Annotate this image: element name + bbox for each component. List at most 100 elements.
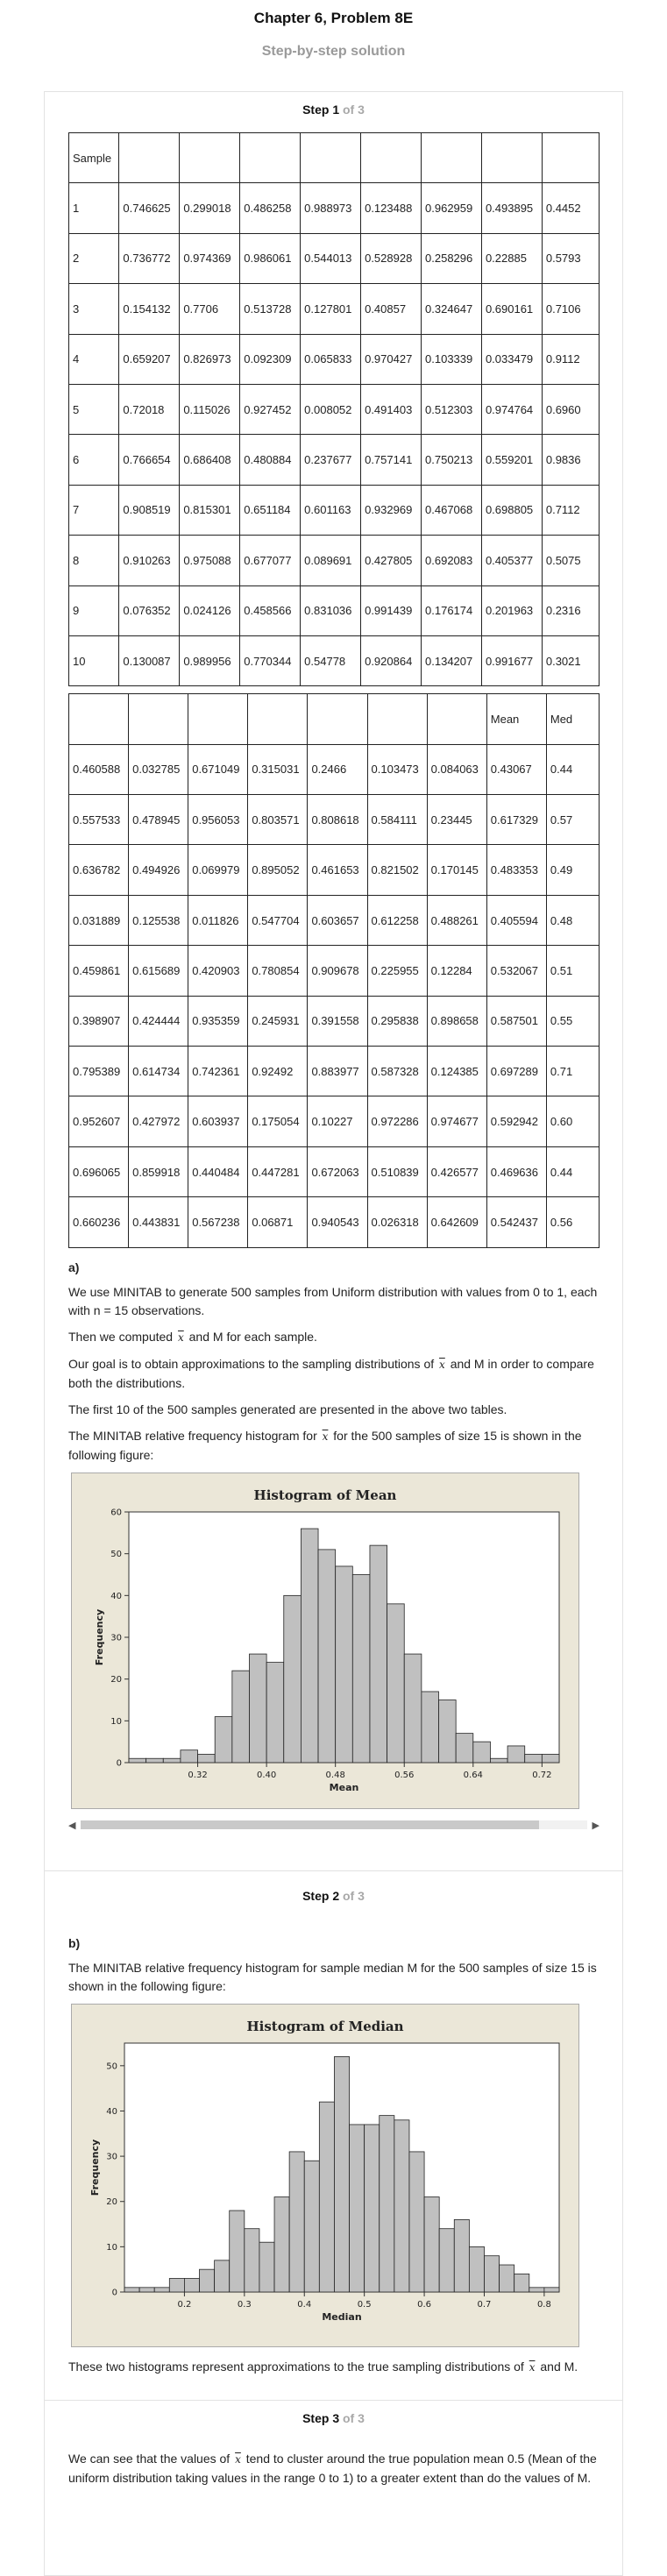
table-cell: 0.587501 (486, 995, 547, 1047)
table-cell: 0.2316 (541, 585, 600, 636)
table-cell: 0.469636 (486, 1146, 547, 1198)
table-cell: 0.295838 (366, 995, 428, 1047)
y-tick-label: 10 (106, 2243, 117, 2253)
y-tick-label: 20 (110, 1675, 122, 1685)
y-tick-label: 10 (110, 1716, 122, 1726)
y-tick-label: 0 (112, 2289, 117, 2298)
part-a-p2-before: Then we computed (68, 1329, 174, 1344)
table-cell (128, 693, 189, 745)
histogram-bar (351, 1573, 371, 1763)
table-cell: 0.48 (545, 894, 600, 947)
histogram-bar (168, 2278, 185, 2293)
part-a-paragraph-5: The MINITAB relative frequency histogram… (68, 1427, 598, 1465)
table-1-header-row: Sample (68, 132, 600, 184)
table-cell: 0.7112 (541, 484, 600, 536)
table-cell: Med (545, 693, 600, 745)
table-row: 0.398907 0.424444 0.935359 0.245931 0.391558… (68, 995, 600, 1047)
step-1-heading: Step 1 of 3 (45, 92, 622, 132)
table-cell: 0.989956 (179, 635, 241, 687)
table-cell: 0.488261 (426, 894, 487, 947)
scrollbar-track[interactable] (81, 1820, 587, 1829)
horizontal-scrollbar[interactable]: ◀ ▶ (68, 1818, 600, 1832)
x-axis-label: Median (322, 2311, 361, 2323)
histogram-bar (468, 2246, 485, 2293)
table-row: 2 0.736772 0.974369 0.986061 0.544013 0.52892… (68, 232, 600, 285)
table-cell: 0.528928 (360, 232, 422, 285)
table-cell: 0.7106 (541, 283, 600, 335)
table-cell: 0.467068 (421, 484, 482, 536)
table-cell: 0.686408 (179, 434, 241, 486)
scroll-left-icon[interactable]: ◀ (68, 1820, 76, 1831)
step-2-of: of 3 (343, 1889, 365, 1903)
table-row: 6 0.766654 0.686408 0.480884 0.237677 0.75714… (68, 434, 600, 486)
table-cell: 0.176174 (421, 585, 482, 636)
table-cell (541, 132, 600, 184)
table-cell: 0.780854 (247, 945, 309, 997)
samples-table-2-wrap[interactable]: Mean Med 0.460588 0.032785 0.671049 0.315031 0… (68, 686, 600, 1248)
table-cell: 0.697289 (486, 1046, 547, 1097)
table-cell: 0.617329 (486, 794, 547, 846)
table-cell: 0.391558 (307, 995, 368, 1047)
table-cell: 0.826973 (179, 333, 241, 385)
table-cell (239, 132, 302, 184)
table-cell: 0.677077 (239, 535, 302, 586)
histogram-bar (229, 2210, 245, 2293)
table-cell: 0.859918 (128, 1146, 189, 1198)
table-cell: 0.031889 (68, 894, 130, 947)
table-cell: 0.54778 (300, 635, 362, 687)
table-cell: 0.405377 (480, 535, 543, 586)
table-cell: 5 (68, 383, 120, 436)
table-cell: 0.988973 (300, 182, 362, 234)
table-cell: 0.72018 (118, 383, 181, 436)
scrollbar-thumb[interactable] (81, 1820, 539, 1829)
step-3-heading: Step 3 of 3 (45, 2401, 622, 2450)
y-tick-label: 50 (106, 2062, 117, 2071)
xbar-symbol: x (529, 2361, 536, 2374)
histogram-bar (334, 2056, 350, 2293)
table-cell: 0.601163 (300, 484, 362, 536)
table-cell: 0.420903 (188, 945, 249, 997)
table-cell: 0.510839 (366, 1146, 428, 1198)
table-row: 1 0.746625 0.299018 0.486258 0.988973 0.12348… (68, 182, 600, 234)
table-cell: 0.895052 (247, 844, 309, 896)
histogram-bar (364, 2124, 380, 2293)
table-cell: 0.460588 (68, 743, 130, 796)
table-cell: 7 (68, 484, 120, 536)
table-cell: 0.011826 (188, 894, 249, 947)
y-tick-label: 60 (110, 1508, 122, 1517)
table-row: 10 0.130087 0.989956 0.770344 0.54778 0.92086… (68, 635, 600, 687)
solution-subtitle: Step-by-step solution (261, 44, 406, 59)
table-cell: 6 (68, 434, 120, 486)
table-cell: 0.974369 (179, 232, 241, 285)
samples-table-1-wrap[interactable]: Sample 1 0.746625 0.299018 0.486258 0.988973 0… (68, 132, 600, 687)
table-cell: 0.986061 (239, 232, 302, 285)
histogram-bar (490, 1757, 508, 1763)
scroll-right-icon[interactable]: ▶ (592, 1820, 600, 1831)
table-row: 0.459861 0.615689 0.420903 0.780854 0.909678… (68, 945, 600, 997)
samples-table-1: Sample 1 0.746625 0.299018 0.486258 0.988973 0… (68, 132, 600, 687)
table-cell: 0.461653 (307, 844, 368, 896)
table-cell: 0.532067 (486, 945, 547, 997)
step-3-paragraph: We can see that the values of x tend to … (68, 2450, 598, 2487)
x-tick-label: 0.3 (238, 2300, 252, 2310)
step-1-card: Step 1 of 3 Sample 1 0.746625 0.299018 0.486… (44, 91, 623, 1870)
table-cell: 0.130087 (118, 635, 181, 687)
table-cell: 0.089691 (300, 535, 362, 586)
table-cell: 0.405594 (486, 894, 547, 947)
x-tick-label: 0.7 (478, 2300, 492, 2310)
histogram-bar (214, 1715, 233, 1763)
table-cell: 0.06871 (247, 1196, 309, 1248)
histogram-bar (387, 1603, 405, 1763)
table-cell: 0.5075 (541, 535, 600, 586)
table-cell: 0.660236 (68, 1196, 130, 1248)
table-cell: 0.909678 (307, 945, 368, 997)
histogram-bar (283, 1594, 302, 1763)
table-cell: 4 (68, 333, 120, 385)
x-tick-label: 0.72 (532, 1771, 551, 1780)
histogram-bar (403, 1653, 422, 1763)
histogram-bar (394, 2119, 410, 2293)
table-row: 5 0.72018 0.115026 0.927452 0.008052 0.491403… (68, 383, 600, 436)
table-cell: 0.9112 (541, 333, 600, 385)
histogram-bar (128, 1757, 147, 1763)
table-cell: 0.547704 (247, 894, 309, 947)
